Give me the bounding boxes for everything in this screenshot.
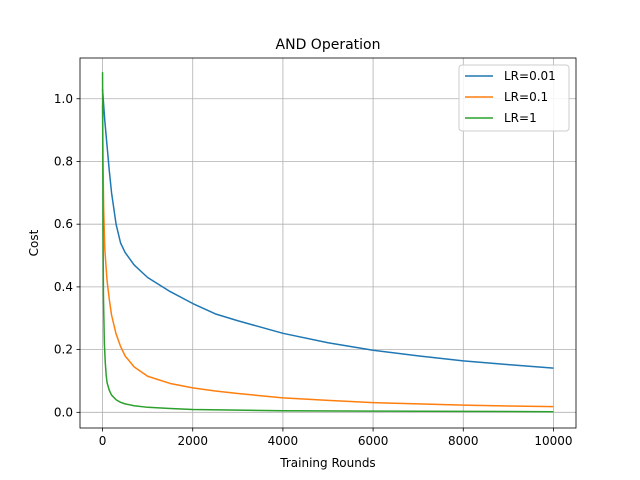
legend-label-lr-1: LR=1: [504, 111, 537, 125]
series-line-1: [101, 105, 554, 408]
series-line-2: [101, 72, 554, 413]
x-axis-ticks: 0 2000 4000 6000 8000 10000: [99, 428, 573, 448]
x-tick-label: 10000: [534, 434, 572, 448]
x-tick-label: 6000: [358, 434, 389, 448]
x-axis-label: Training Rounds: [279, 456, 375, 470]
y-tick-label: 0.8: [54, 154, 73, 168]
x-tick-label: 8000: [448, 434, 479, 448]
legend-box: [458, 64, 570, 132]
series-lines: [101, 72, 554, 413]
y-tick-label: 0.6: [54, 217, 73, 231]
legend: LR=0.01 LR=0.1 LR=1: [458, 64, 570, 132]
legend-label-lr-0-01: LR=0.01: [504, 69, 556, 83]
x-tick-label: 4000: [268, 434, 299, 448]
legend-label-lr-0-1: LR=0.1: [504, 90, 548, 104]
y-tick-label: 0.4: [54, 280, 73, 294]
chart-title: AND Operation: [276, 37, 381, 53]
series-line-0: [101, 89, 554, 369]
x-tick-label: 2000: [177, 434, 208, 448]
y-tick-label: 0.0: [54, 405, 73, 419]
y-axis-label: Cost: [27, 229, 41, 256]
x-tick-label: 0: [99, 434, 107, 448]
plot-area-frame: [79, 57, 577, 429]
y-axis-ticks: 0.0 0.2 0.4 0.6 0.8 1.0: [54, 92, 80, 419]
y-tick-label: 0.2: [54, 343, 73, 357]
y-tick-label: 1.0: [54, 92, 73, 106]
